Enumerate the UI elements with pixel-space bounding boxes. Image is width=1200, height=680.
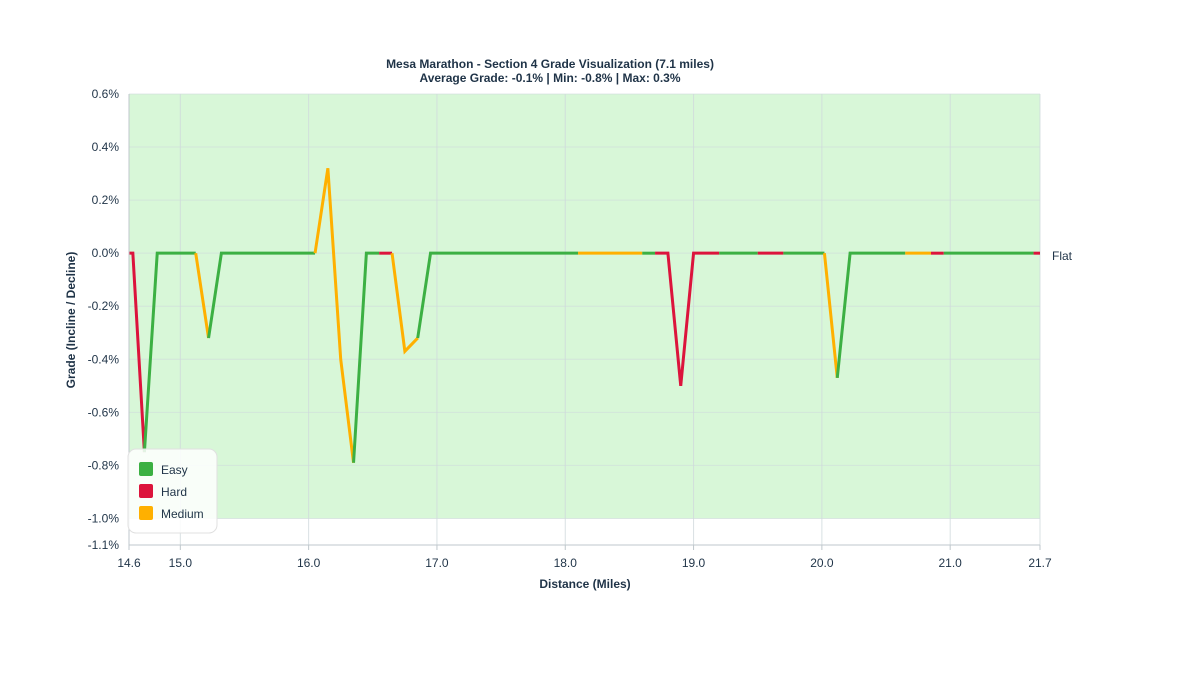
grade-segment-hard [129, 251, 146, 453]
legend-label-easy: Easy [161, 463, 188, 477]
legend: Easy Hard Medium [127, 448, 218, 534]
x-tick-label: 17.0 [425, 556, 449, 570]
chart-subtitle: Average Grade: -0.1% | Min: -0.8% | Max:… [419, 71, 680, 85]
legend-label-medium: Medium [161, 507, 204, 521]
y-tick-label: -0.2% [88, 299, 120, 313]
x-tick-label: 19.0 [682, 556, 706, 570]
x-tick-label: 20.0 [810, 556, 834, 570]
y-axis-label: Grade (Incline / Decline) [64, 252, 78, 389]
y-tick-label: -0.8% [88, 458, 120, 472]
x-tick-label: 21.0 [939, 556, 963, 570]
y-tick-label: 0.2% [92, 193, 120, 207]
grade-segment-hard [655, 251, 720, 386]
x-tick-label: 16.0 [297, 556, 321, 570]
grade-segment-easy [352, 251, 380, 463]
x-axis-label: Distance (Miles) [539, 577, 630, 591]
x-tick-label: 14.6 [117, 556, 141, 570]
grade-segment-medium [822, 253, 839, 379]
x-tick-label: 21.7 [1028, 556, 1052, 570]
y-tick-label: 0.4% [92, 140, 120, 154]
legend-swatch-hard [139, 484, 153, 498]
grade-segment-easy [835, 251, 906, 379]
y-tick-label: 0.6% [92, 87, 120, 101]
chart-title: Mesa Marathon - Section 4 Grade Visualiz… [386, 57, 714, 71]
legend-label-hard: Hard [161, 485, 187, 499]
y-tick-label: -0.4% [88, 352, 120, 366]
y-tick-label: -1.0% [88, 511, 120, 525]
grade-series [129, 168, 1040, 463]
x-tick-labels: 14.6 15.0 16.0 17.0 18.0 19.0 20.0 21.0 21.7 [117, 545, 1052, 570]
y-tick-label: 0.0% [92, 246, 120, 260]
x-tick-label: 15.0 [169, 556, 193, 570]
legend-swatch-easy [139, 462, 153, 476]
grade-segment-easy [416, 251, 579, 339]
grade-segment-easy [142, 251, 196, 453]
y-tick-label: -1.1% [88, 538, 120, 552]
y-tick-labels: 0.6% 0.4% 0.2% 0.0% -0.2% -0.4% -0.6% -0.8% -1.0… [88, 87, 120, 552]
grade-segment-medium [390, 252, 419, 355]
grade-segment-easy [207, 251, 316, 339]
flat-reference-label: Flat [1052, 249, 1073, 263]
y-tick-label: -0.6% [88, 405, 120, 419]
legend-swatch-medium [139, 506, 153, 520]
x-tick-label: 18.0 [554, 556, 578, 570]
grade-segment-medium [194, 252, 211, 339]
grade-segment-medium [313, 168, 356, 463]
